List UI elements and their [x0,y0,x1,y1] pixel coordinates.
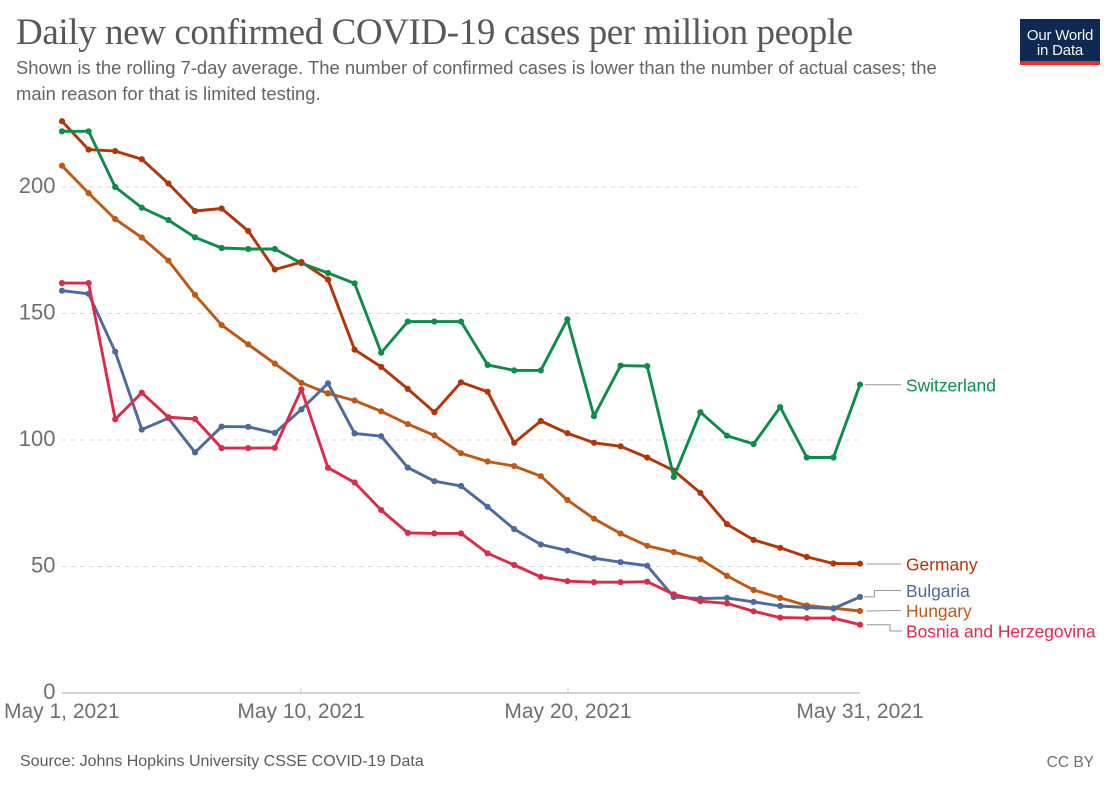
svg-text:200: 200 [19,173,56,198]
svg-text:50: 50 [31,553,55,578]
svg-text:Hungary: Hungary [906,601,972,621]
svg-text:Bosnia and Herzegovina: Bosnia and Herzegovina [906,621,1096,641]
svg-text:Switzerland: Switzerland [906,376,996,396]
svg-text:May 20, 2021: May 20, 2021 [504,700,631,723]
svg-text:100: 100 [19,426,56,451]
svg-text:Bulgaria: Bulgaria [906,581,970,601]
svg-text:May 1, 2021: May 1, 2021 [4,700,120,723]
svg-text:150: 150 [19,300,56,325]
svg-text:0: 0 [43,679,55,704]
svg-text:Germany: Germany [906,554,978,574]
svg-text:May 10, 2021: May 10, 2021 [237,700,364,723]
svg-text:May 31, 2021: May 31, 2021 [796,700,923,723]
